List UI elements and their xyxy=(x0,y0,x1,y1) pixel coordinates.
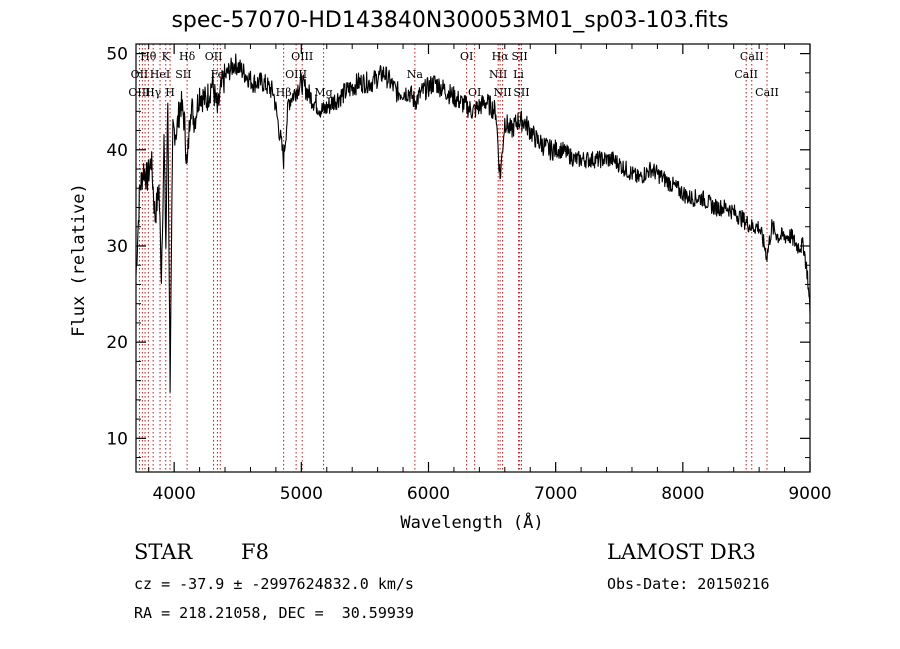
spectral-line-label: OIII xyxy=(285,68,307,81)
spectral-line-label: SII xyxy=(513,86,529,99)
spectral-line-label: Mg xyxy=(314,86,332,99)
spectral-line-label: OI xyxy=(468,86,481,99)
x-tick-label: 7000 xyxy=(534,484,577,504)
spectral-line-label: CaII xyxy=(734,68,758,81)
spectral-line-label: Hβ xyxy=(276,86,292,99)
y-tick-label: 10 xyxy=(106,429,128,449)
object-class: STAR xyxy=(134,540,193,564)
x-tick-label: 4000 xyxy=(153,484,196,504)
reference-lines xyxy=(138,44,768,472)
spectral-line-label: K xyxy=(162,50,171,63)
chart-title: spec-57070-HD143840N300053M01_sp03-103.f… xyxy=(171,8,729,33)
y-tick-label: 20 xyxy=(106,333,128,353)
spectral-line-label: OII xyxy=(131,68,149,81)
x-axis-label: Wavelength (Å) xyxy=(400,511,543,533)
y-tick-label: 30 xyxy=(106,237,128,257)
x-tick-label: 6000 xyxy=(407,484,450,504)
spectral-line-label: OII xyxy=(205,50,223,63)
coordinates: RA = 218.21058, DEC = 30.59939 xyxy=(134,604,414,622)
spectral-line-label: Hθ xyxy=(140,50,157,63)
spectrum-line xyxy=(135,53,811,393)
spectrum-chart: 4000 5000 6000 7000 8000 9000 10 20 30 40 50 Hθ K Hδ… xyxy=(69,43,832,533)
y-tick-label: 40 xyxy=(106,141,128,161)
spectral-line-label: CaII xyxy=(740,50,764,63)
spectral-line-label: Hα xyxy=(492,50,510,63)
object-subclass: F8 xyxy=(241,540,269,564)
plot-frame xyxy=(135,43,811,473)
axes: 4000 5000 6000 7000 8000 9000 10 20 30 40 50 xyxy=(106,43,832,504)
spectral-line-label: NII xyxy=(489,68,507,81)
spectral-line-label: CaII xyxy=(755,86,779,99)
spectral-line-label: SII xyxy=(512,50,528,63)
survey-name: LAMOST DR3 xyxy=(607,540,756,564)
spectral-line-label: Li xyxy=(513,68,524,81)
spectral-line-label: Fe xyxy=(211,68,225,81)
spectral-line-label: OIII xyxy=(291,50,313,63)
x-tick-label: 9000 xyxy=(788,484,831,504)
spectral-line-label: Hγ xyxy=(145,86,162,99)
redshift-readout: cz = -37.9 ± -2997624832.0 km/s xyxy=(134,575,414,593)
spectral-line-label: HeI xyxy=(150,68,170,81)
y-tick-label: 50 xyxy=(106,45,128,65)
spectral-line-label: SII xyxy=(175,68,191,81)
spectral-line-label: Hδ xyxy=(179,50,196,63)
spectral-line-label: H xyxy=(165,86,175,99)
y-axis-label: Flux (relative) xyxy=(69,183,89,337)
spectral-line-label: OI xyxy=(460,50,473,63)
x-tick-label: 8000 xyxy=(661,484,704,504)
spectral-line-label: OIII xyxy=(128,86,150,99)
spectral-line-label: NII xyxy=(493,86,511,99)
x-tick-label: 5000 xyxy=(280,484,323,504)
spectrum-series xyxy=(135,53,811,393)
spectral-line-label: Na xyxy=(407,68,424,81)
obs-date: Obs-Date: 20150216 xyxy=(607,575,770,593)
